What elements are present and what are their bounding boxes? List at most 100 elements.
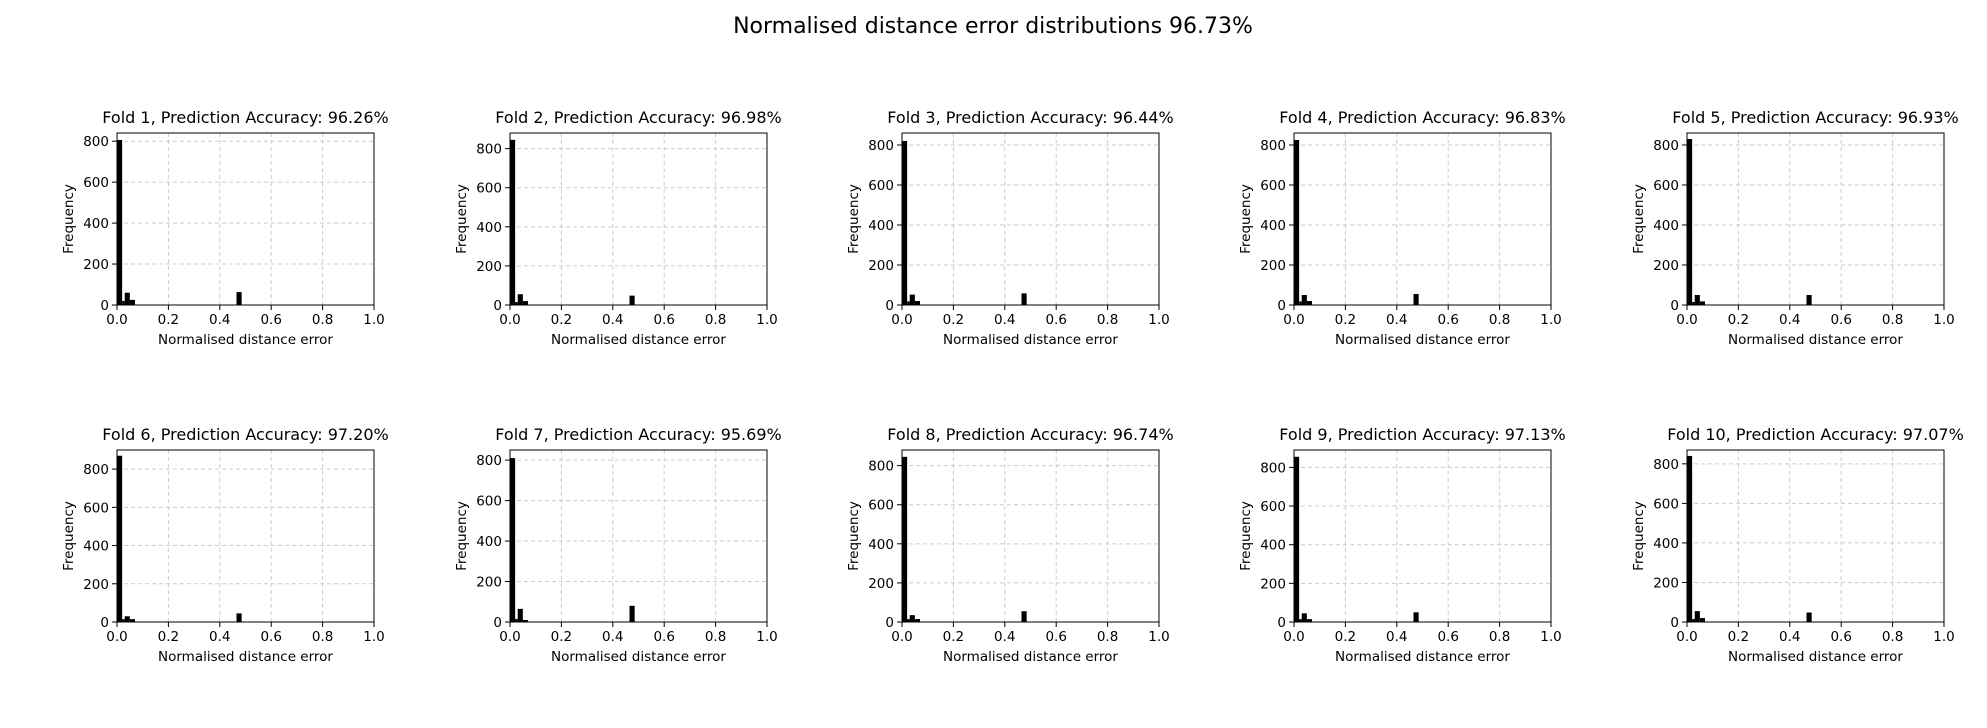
x-tick-label: 1.0 [1148,629,1169,645]
y-tick-label: 200 [1653,575,1679,591]
x-tick-label: 1.0 [1933,312,1954,328]
y-tick-label: 600 [476,181,502,197]
y-tick-label: 600 [1653,496,1679,512]
x-axis-label: Normalised distance error [1335,649,1510,665]
x-tick-label: 1.0 [363,312,384,328]
x-axis-label: Normalised distance error [943,332,1118,348]
histogram-bar-4 [914,619,920,622]
y-tick-label: 800 [868,138,894,154]
histogram-bar-3 [1694,295,1700,305]
x-tick-label: 0.6 [1437,629,1458,645]
y-tick-label: 200 [868,576,894,592]
axes-frame [509,132,768,306]
y-tick-label: 400 [1653,536,1679,552]
x-tick-label: 0.8 [312,629,333,645]
x-tick-label: 0.2 [1335,629,1356,645]
x-tick-label: 1.0 [1148,312,1169,328]
axes-frame [116,449,375,623]
histogram-bar-5 [1021,293,1027,305]
x-tick-label: 1.0 [756,312,777,328]
x-tick-label: 0.0 [891,629,912,645]
subplot-fold-8: 0.0 0.2 0.4 0.6 0.8 1.0 0 200 400 600 800 Fold 8, P… [846,425,1174,665]
plot-area [1294,133,1551,305]
x-tick-label: 0.4 [1386,629,1407,645]
histogram-bar-3 [1301,295,1307,305]
subplot-title: Fold 9, Prediction Accuracy: 97.13% [1279,425,1565,444]
x-tick-label: 0.6 [1045,629,1066,645]
y-tick-label: 0 [493,298,502,314]
histogram-bar-3 [909,615,915,622]
subplot-title: Fold 10, Prediction Accuracy: 97.07% [1667,425,1964,444]
y-axis-label: Frequency [1631,184,1647,254]
y-axis-label: Frequency [454,184,470,254]
histogram-bar-5 [1413,612,1419,622]
x-tick-label: 0.6 [1437,312,1458,328]
y-axis-label: Frequency [1631,501,1647,571]
x-tick-label: 0.0 [1283,629,1304,645]
plot-area [117,133,374,305]
y-tick-label: 200 [83,257,109,273]
y-tick-label: 600 [868,178,894,194]
y-tick-label: 400 [868,537,894,553]
y-tick-label: 200 [1653,258,1679,274]
y-tick-label: 0 [1670,615,1679,631]
y-tick-label: 200 [868,258,894,274]
histogram-bar-1 [902,456,908,622]
subplot-title: Fold 5, Prediction Accuracy: 96.93% [1672,108,1958,127]
histogram-bar-5 [236,613,242,622]
x-tick-label: 1.0 [363,629,384,645]
y-tick-label: 400 [868,218,894,234]
y-tick-label: 800 [868,459,894,475]
x-axis-label: Normalised distance error [158,649,333,665]
x-tick-label: 0.0 [1676,629,1697,645]
y-axis-label: Frequency [1238,184,1254,254]
y-tick-label: 200 [83,577,109,593]
y-tick-label: 800 [1653,138,1679,154]
axes-frame [1686,132,1945,306]
axes-frame [901,449,1160,623]
histogram-bar-3 [909,294,915,305]
histogram-bar-2 [1299,301,1302,305]
y-tick-label: 0 [1277,615,1286,631]
y-axis-label: Frequency [846,184,862,254]
y-tick-label: 600 [868,498,894,514]
subplot-fold-9: 0.0 0.2 0.4 0.6 0.8 1.0 0 200 400 600 800 Fold 9, P… [1238,425,1566,665]
x-tick-label: 0.8 [312,312,333,328]
x-axis-label: Normalised distance error [943,649,1118,665]
x-tick-label: 0.8 [1489,629,1510,645]
axes-frame [1293,132,1552,306]
histogram-bar-3 [1694,611,1700,622]
x-tick-label: 1.0 [756,629,777,645]
y-tick-label: 0 [493,615,502,631]
histogram-bar-4 [129,619,135,622]
x-tick-label: 0.8 [705,312,726,328]
y-tick-label: 400 [1653,218,1679,234]
histogram-bar-5 [1806,295,1812,305]
axes-frame [901,132,1160,306]
histogram-bar-1 [1294,456,1300,622]
y-tick-label: 400 [83,216,109,232]
y-tick-label: 600 [1260,178,1286,194]
x-tick-label: 0.4 [602,629,623,645]
x-tick-label: 0.2 [551,312,572,328]
histogram-bar-1 [510,458,516,622]
y-tick-label: 400 [476,534,502,550]
x-tick-label: 0.0 [499,629,520,645]
x-axis-label: Normalised distance error [551,649,726,665]
y-tick-label: 600 [476,494,502,510]
axes-frame [1293,449,1552,623]
histogram-bar-3 [517,608,523,622]
x-tick-label: 0.0 [1676,312,1697,328]
x-tick-label: 0.6 [1045,312,1066,328]
y-tick-label: 800 [476,453,502,469]
x-tick-label: 0.0 [1283,312,1304,328]
y-tick-label: 600 [83,500,109,516]
y-tick-label: 0 [1277,298,1286,314]
x-axis-label: Normalised distance error [551,332,726,348]
histogram-bar-3 [1301,613,1307,622]
y-tick-label: 800 [1260,460,1286,476]
y-tick-label: 400 [83,539,109,555]
histogram-bar-2 [515,302,518,305]
plot-area [117,450,374,622]
